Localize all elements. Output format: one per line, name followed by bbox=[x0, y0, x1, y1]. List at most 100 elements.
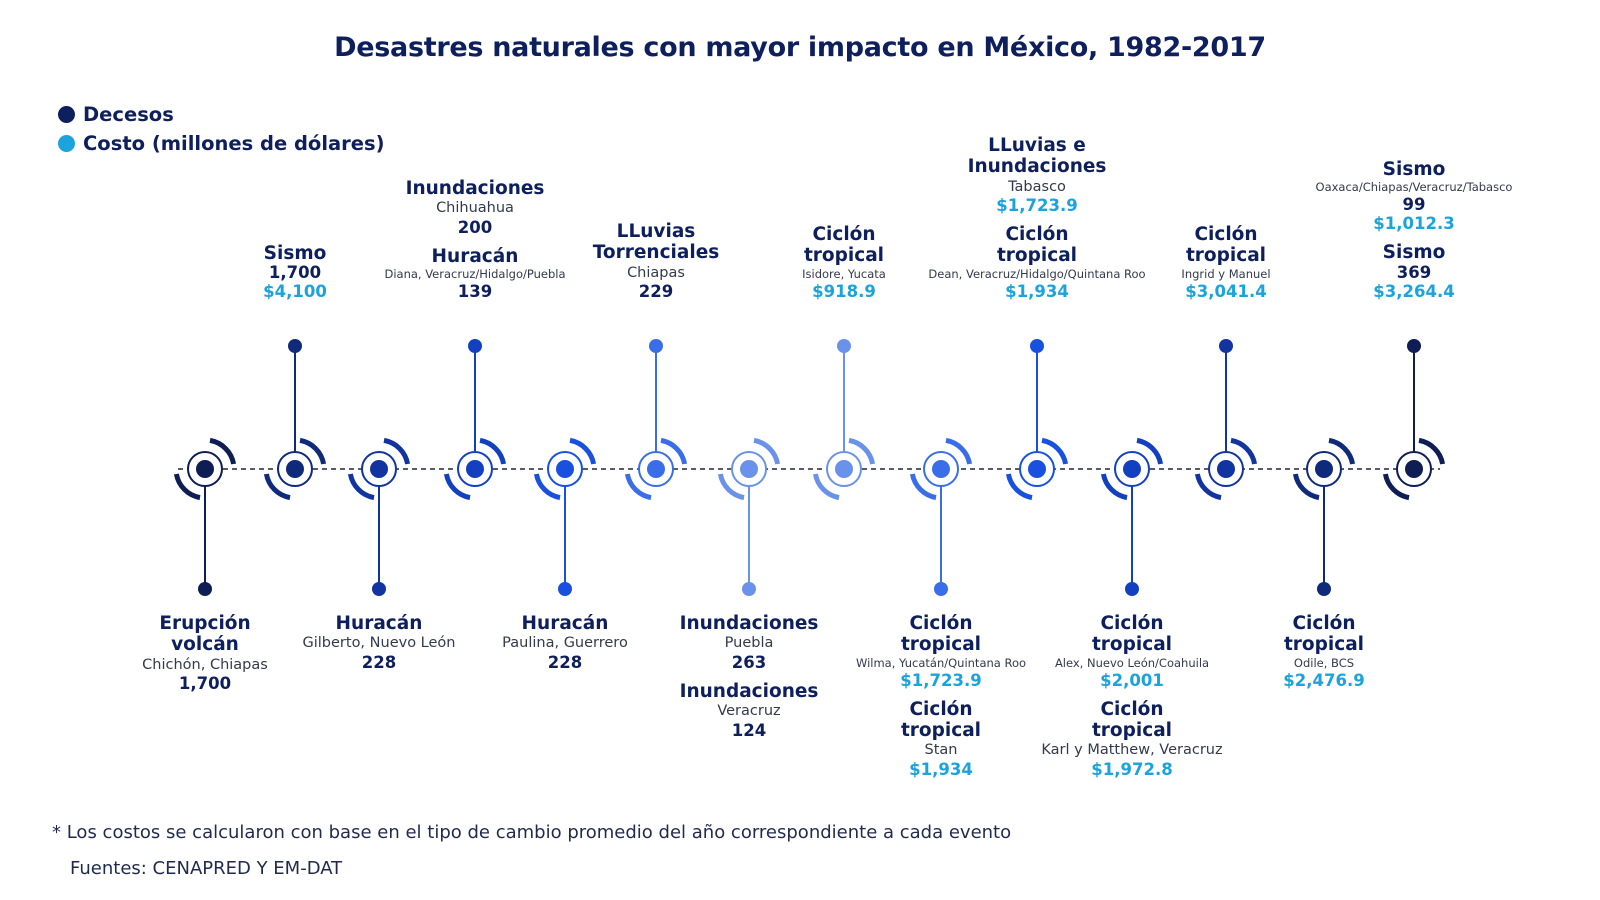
event-place: Tabasco bbox=[1008, 178, 1066, 195]
marker-arc-outer bbox=[1005, 473, 1033, 501]
marker-center bbox=[932, 460, 950, 478]
marker-arc-outer bbox=[443, 473, 471, 501]
event-type: Huracán bbox=[335, 613, 423, 634]
marker-arc-outer bbox=[1041, 437, 1069, 465]
event-cost: $3,264.4 bbox=[1373, 281, 1455, 301]
marker-arc-outer bbox=[848, 437, 876, 465]
event-place: Wilma, Yucatán/Quintana Roo bbox=[855, 655, 1027, 670]
legend-item-decesos: Decesos bbox=[58, 100, 385, 129]
legend-item-costo: Costo (millones de dólares) bbox=[58, 129, 385, 158]
event-place: Puebla bbox=[724, 635, 774, 652]
event-label: Sismo 1,700 $4,100 bbox=[175, 243, 415, 302]
marker-arc-outer bbox=[1382, 473, 1410, 501]
event-cost: $1,934 bbox=[1005, 281, 1069, 301]
event-place: Chichón, Chiapas bbox=[142, 656, 268, 673]
event-cost: $1,723.9 bbox=[996, 196, 1078, 216]
legend-label-decesos: Decesos bbox=[83, 103, 174, 126]
event-place: Gilberto, Nuevo León bbox=[302, 635, 456, 652]
event-type: Ciclón tropical bbox=[900, 698, 982, 741]
marker-arc-outer bbox=[624, 473, 652, 501]
event-place: Alex, Nuevo León/Coahuila bbox=[1054, 655, 1210, 670]
legend-dot-costo bbox=[58, 135, 75, 152]
marker-arc-outer bbox=[717, 473, 745, 501]
event-type: Huracán bbox=[431, 245, 519, 267]
event-label: Ciclón tropical Isidore, Yucata $918.9 bbox=[724, 224, 964, 302]
marker-arc-outer bbox=[812, 473, 840, 501]
event-label: Huracán Paulina, Guerrero 228 bbox=[445, 613, 685, 673]
event-label: LLuvias e Inundaciones Tabasco $1,723.9 Cic… bbox=[917, 135, 1157, 302]
marker-center bbox=[556, 460, 574, 478]
event-type: Ciclón tropical bbox=[1091, 698, 1173, 741]
event-label: Erupción volcán Chichón, Chiapas 1,700 bbox=[85, 613, 325, 694]
event-end-dot bbox=[649, 339, 663, 353]
event-end-dot bbox=[558, 582, 572, 596]
marker-arc-outer bbox=[569, 437, 597, 465]
event-cost: $3,041.4 bbox=[1185, 281, 1267, 301]
event-place: Chihuahua bbox=[436, 200, 514, 217]
event-end-dot bbox=[1219, 339, 1233, 353]
event-place: Paulina, Guerrero bbox=[502, 635, 628, 652]
marker-arc-outer bbox=[945, 437, 973, 465]
marker-arc-outer bbox=[383, 437, 411, 465]
event-cost: $2,001 bbox=[1100, 670, 1164, 690]
page-title: Desastres naturales con mayor impacto en… bbox=[334, 32, 1266, 63]
event-type: Sismo bbox=[1382, 159, 1446, 180]
event-place: Odile, BCS bbox=[1293, 655, 1355, 670]
legend: Decesos Costo (millones de dólares) bbox=[58, 100, 385, 158]
event-label: Inundaciones Puebla 263 Inundaciones Veracru… bbox=[629, 613, 869, 741]
entry-gap bbox=[917, 216, 1157, 224]
event-deaths: 228 bbox=[547, 652, 583, 672]
event-cost: $1,934 bbox=[909, 759, 973, 779]
marker-center bbox=[1028, 460, 1046, 478]
marker-arc-outer bbox=[1292, 473, 1320, 501]
marker-center bbox=[740, 460, 758, 478]
footnote: * Los costos se calcularon con base en e… bbox=[52, 822, 1012, 843]
marker-arc-outer bbox=[299, 437, 327, 465]
marker-arc-outer bbox=[479, 437, 507, 465]
marker-arc-outer bbox=[1328, 437, 1356, 465]
event-cost: $2,476.9 bbox=[1283, 670, 1365, 690]
event-deaths: 1,700 bbox=[268, 263, 322, 283]
event-label: LLuvias Torrenciales Chiapas 229 bbox=[536, 221, 776, 302]
marker-center bbox=[1123, 460, 1141, 478]
event-end-dot bbox=[1030, 339, 1044, 353]
marker-center bbox=[1405, 460, 1423, 478]
event-type: Ciclón tropical bbox=[1091, 613, 1173, 656]
marker-arc-outer bbox=[1230, 437, 1258, 465]
event-type: Sismo bbox=[263, 243, 327, 264]
marker-arc-outer bbox=[1136, 437, 1164, 465]
event-place: Chiapas bbox=[627, 264, 685, 281]
event-deaths: 228 bbox=[361, 652, 397, 672]
marker-arc-outer bbox=[533, 473, 561, 501]
marker-arc-outer bbox=[1100, 473, 1128, 501]
event-place: Ingrid y Manuel bbox=[1181, 266, 1271, 281]
marker-center bbox=[196, 460, 214, 478]
event-end-dot bbox=[372, 582, 386, 596]
event-end-dot bbox=[468, 339, 482, 353]
marker-arc-outer bbox=[1418, 437, 1446, 465]
event-cost: $1,972.8 bbox=[1091, 759, 1173, 779]
event-end-dot bbox=[1125, 582, 1139, 596]
event-type: Ciclón tropical bbox=[1185, 224, 1267, 267]
sources-note: Fuentes: CENAPRED Y EM-DAT bbox=[70, 858, 343, 879]
event-place: Stan bbox=[924, 742, 958, 759]
event-cost: $1,723.9 bbox=[900, 670, 982, 690]
event-label: Sismo Oaxaca/Chiapas/Veracruz/Tabasco 99 $1… bbox=[1294, 159, 1534, 302]
event-place: Isidore, Yucata bbox=[802, 266, 886, 281]
event-deaths: 263 bbox=[731, 652, 767, 672]
event-label: Ciclón tropical Odile, BCS $2,476.9 bbox=[1204, 613, 1444, 691]
marker-center bbox=[835, 460, 853, 478]
marker-arc-outer bbox=[660, 437, 688, 465]
event-place: Veracruz bbox=[717, 703, 781, 720]
event-type: LLuvias Torrenciales bbox=[592, 221, 720, 264]
event-end-dot bbox=[1407, 339, 1421, 353]
event-deaths: 200 bbox=[457, 217, 493, 237]
legend-dot-decesos bbox=[58, 106, 75, 123]
event-deaths: 1,700 bbox=[178, 674, 232, 694]
event-cost: $4,100 bbox=[263, 282, 327, 302]
event-label: Ciclón tropical Ingrid y Manuel $3,041.4 bbox=[1106, 224, 1346, 302]
legend-label-costo: Costo (millones de dólares) bbox=[83, 132, 385, 155]
marker-arc-outer bbox=[209, 437, 237, 465]
marker-center bbox=[466, 460, 484, 478]
marker-center bbox=[1315, 460, 1333, 478]
